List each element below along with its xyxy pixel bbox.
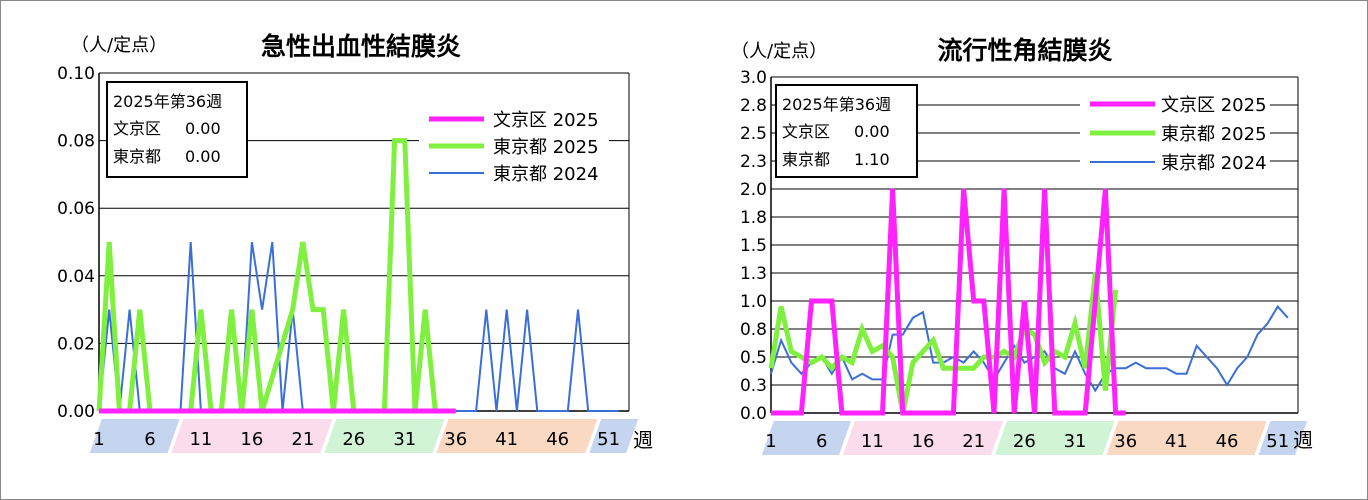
info-box-title: 2025年第36週: [782, 95, 891, 114]
y-tick-label: 2.0: [740, 180, 767, 200]
y-tick-label: 1.8: [740, 208, 767, 228]
y-tick-label: 2.3: [740, 152, 767, 172]
y-tick-label: 0.02: [57, 334, 95, 354]
x-tick-label: 31: [393, 429, 416, 450]
y-tick-label: 1.0: [740, 292, 767, 312]
x-tick-label: 16: [240, 429, 263, 450]
x-tick-label: 36: [444, 429, 467, 450]
x-tick-label: 51: [597, 429, 620, 450]
x-tick-label: 6: [816, 431, 827, 452]
x-tick-label: 46: [546, 429, 569, 450]
x-tick-label: 1: [765, 431, 776, 452]
chart-title: 流行性角結膜炎: [937, 36, 1112, 65]
week-band-4: [589, 419, 639, 453]
y-tick-label: 2.8: [740, 96, 767, 116]
x-tick-label: 41: [1165, 431, 1188, 452]
legend-label-2: 東京都 2024: [493, 164, 599, 185]
week-band-2: [994, 421, 1115, 455]
week-band-3: [1106, 421, 1267, 455]
x-tick-label: 36: [1114, 431, 1137, 452]
y-tick-label: 3.0: [740, 68, 767, 88]
y-tick-label: 1.5: [740, 236, 767, 256]
week-band-2: [324, 419, 445, 453]
info-box-value: 0.00: [185, 119, 221, 138]
info-box-title: 2025年第36週: [113, 92, 222, 111]
x-tick-label: 21: [291, 429, 314, 450]
x-tick-label: 16: [912, 431, 935, 452]
chart-epidemic-keratoconjunctivitis: 0.0 0.3 0.5 0.8 1.0 1.3 1.5 1.8 2.0 2.3 2.5 2.8 3.0 1…: [731, 36, 1313, 455]
series-line-1: [768, 272, 1119, 414]
x-tick-label: 31: [1064, 431, 1087, 452]
info-box-label: 東京都: [113, 147, 161, 166]
y-tick-label: 0.06: [57, 199, 95, 219]
info-box-value: 0.00: [854, 122, 890, 141]
y-tick-label: 0.8: [740, 320, 767, 340]
chart-acute-hemorrhagic-conjunctivitis: 0.000.020.040.060.080.101 6 11 16 21 26 31 36 41…: [57, 32, 653, 453]
info-box: [106, 81, 248, 178]
info-box-label: 文京区: [113, 119, 161, 138]
x-axis-label: 週: [1293, 428, 1313, 452]
x-tick-label: 6: [144, 429, 155, 450]
y-tick-label: 0.10: [57, 64, 95, 84]
x-axis-label: 週: [633, 428, 653, 452]
y-tick-label: 1.3: [740, 264, 767, 284]
y-axis-label: （人/定点）: [71, 35, 167, 56]
legend-label-1: 東京都 2025: [493, 137, 599, 158]
legend-label-2: 東京都 2024: [1161, 153, 1267, 174]
info-box-label: 東京都: [782, 150, 830, 169]
info-box-value: 0.00: [185, 147, 221, 166]
legend-label-0: 文京区 2025: [1161, 95, 1267, 116]
week-band-0: [761, 421, 852, 455]
y-tick-label: 0.5: [740, 348, 767, 368]
week-band-1: [842, 421, 1004, 455]
series-line-2: [98, 241, 619, 412]
week-band-0: [89, 419, 180, 453]
legend-label-0: 文京区 2025: [493, 110, 599, 131]
y-tick-label: 0.3: [740, 376, 767, 396]
info-box-label: 文京区: [782, 122, 830, 141]
x-tick-label: 51: [1266, 431, 1289, 452]
x-tick-label: 11: [189, 429, 212, 450]
x-tick-label: 1: [93, 429, 104, 450]
x-tick-label: 46: [1216, 431, 1239, 452]
y-axis-label: （人/定点）: [731, 41, 827, 62]
chart-title: 急性出血性結膜炎: [261, 32, 461, 61]
week-band-4: [1258, 421, 1308, 455]
y-tick-label: 0.08: [57, 132, 95, 152]
info-box: [775, 84, 918, 178]
week-band-3: [436, 419, 598, 453]
info-box-value: 1.10: [854, 150, 890, 169]
y-tick-label: 0.04: [57, 267, 95, 287]
y-tick-label: 0.0: [740, 404, 767, 424]
x-tick-label: 26: [1013, 431, 1036, 452]
y-tick-label: 2.5: [740, 124, 767, 144]
y-tick-label: 0.00: [57, 402, 95, 422]
x-tick-label: 11: [861, 431, 884, 452]
series-line-0: [771, 188, 1126, 416]
legend-label-1: 東京都 2025: [1161, 124, 1267, 145]
x-tick-label: 21: [962, 431, 985, 452]
x-tick-label: 26: [342, 429, 365, 450]
week-band-1: [171, 419, 333, 453]
x-tick-label: 41: [495, 429, 518, 450]
